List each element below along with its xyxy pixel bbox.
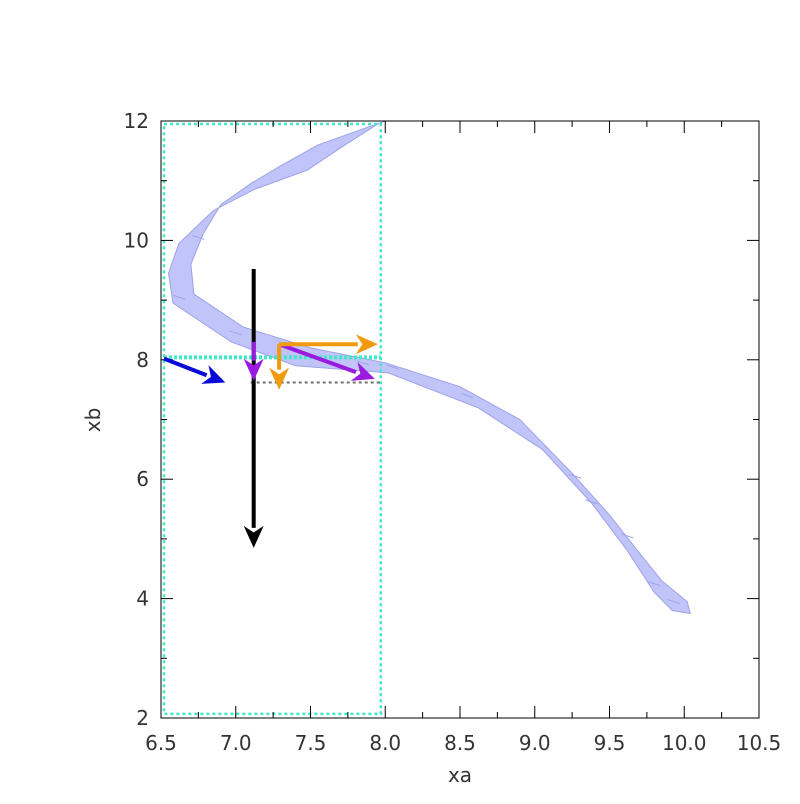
y-tick-label: 10 xyxy=(124,228,149,252)
y-tick-label: 4 xyxy=(136,587,149,611)
band-segment-mark xyxy=(667,599,680,605)
x-tick-label: 9.0 xyxy=(519,731,551,755)
band-segment-mark xyxy=(568,473,582,479)
arrow-shaft xyxy=(163,356,208,378)
x-tick-label: 7.5 xyxy=(295,731,327,755)
x-tick-label: 8.0 xyxy=(369,731,401,755)
y-tick-label: 12 xyxy=(124,109,149,133)
band-segment-mark xyxy=(356,360,369,366)
y-tick-label: 6 xyxy=(136,467,149,491)
x-tick-label: 10.5 xyxy=(737,731,782,755)
trajectory-band xyxy=(167,120,691,615)
x-tick-label: 7.0 xyxy=(220,731,252,755)
y-axis-label: xb xyxy=(81,408,105,433)
overlay-layer xyxy=(162,122,383,716)
axes-layer: 6.5 7.0 7.5 8.0 8.5 9.0 9.5 10.0 10.5 2 4 6 8 10 12 xyxy=(124,109,782,755)
arrow-head xyxy=(269,367,290,390)
arrow-head xyxy=(243,358,264,381)
band-layer xyxy=(167,120,691,615)
band-segment-mark xyxy=(172,294,186,300)
band-segment-mark xyxy=(192,234,205,240)
bounding-box-rectangle xyxy=(162,122,383,716)
x-tick-label: 8.5 xyxy=(444,731,476,755)
arrow-shaft xyxy=(278,342,357,374)
y-tick-label: 8 xyxy=(136,348,149,372)
band-segment-mark xyxy=(648,581,661,587)
arrow-head xyxy=(243,525,264,548)
arrow-head xyxy=(201,365,226,384)
x-tick-label: 10.0 xyxy=(662,731,707,755)
band-segment-mark xyxy=(585,499,598,505)
band-segment-mark xyxy=(386,364,399,370)
band-segment-mark xyxy=(461,393,474,399)
arrow-head xyxy=(355,334,378,355)
y-tick-label: 2 xyxy=(136,706,149,730)
band-segment-mark xyxy=(229,330,242,336)
arrow-layer xyxy=(163,269,378,548)
x-tick-label: 9.5 xyxy=(594,731,626,755)
x-axis-label: xa xyxy=(448,763,472,787)
x-tick-label: 6.5 xyxy=(145,731,177,755)
band-segment-mark xyxy=(621,533,634,539)
arrow-head xyxy=(350,362,375,381)
